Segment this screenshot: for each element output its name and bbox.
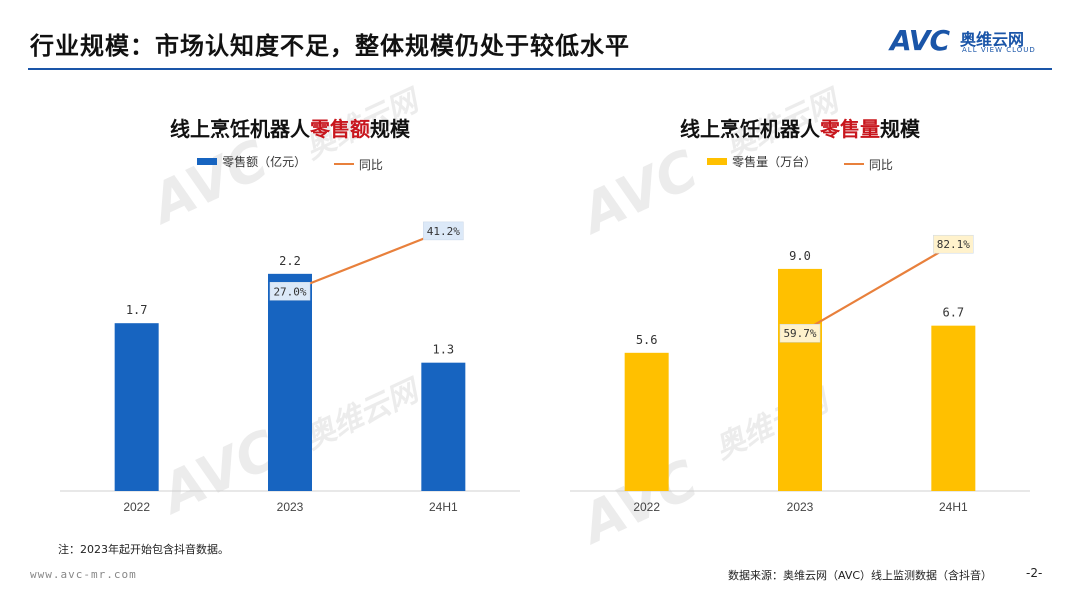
page-number: -2- xyxy=(1026,566,1043,580)
yoy-data-label: 41.2% xyxy=(427,225,460,238)
logo-mark: AVC xyxy=(890,24,950,57)
chart-title: 线上烹饪机器人零售额规模 xyxy=(170,117,410,141)
bar xyxy=(421,362,466,491)
x-tick-label: 2023 xyxy=(787,500,814,514)
bar xyxy=(931,325,976,491)
x-tick-label: 2022 xyxy=(123,500,150,514)
legend-bar-swatch xyxy=(707,158,728,165)
yoy-data-label: 59.7% xyxy=(783,327,816,340)
yoy-line xyxy=(289,229,444,293)
x-tick-label: 2023 xyxy=(277,500,304,514)
chart-legend: 零售额（亿元） 同比 xyxy=(50,153,530,173)
bar xyxy=(624,352,669,491)
yoy-data-label: 27.0% xyxy=(273,285,306,298)
chart-legend: 零售量（万台） 同比 xyxy=(560,153,1040,173)
plot-area: 5.6 2022 9.0 2023 6.7 24H1 59.7% 82.1% xyxy=(570,234,1030,514)
plot-area: 1.7 2022 2.2 2023 1.3 24H1 27.0% 41.2% xyxy=(60,221,520,514)
bar-data-label: 9.0 xyxy=(789,249,811,263)
data-source: 数据来源：奥维云网（AVC）线上监测数据（含抖音） xyxy=(728,569,993,582)
title-divider xyxy=(28,68,1052,70)
legend-bar-entry: 零售额（亿元） xyxy=(197,153,306,170)
legend-line-swatch xyxy=(843,163,864,165)
legend-line-entry: 同比 xyxy=(333,156,383,173)
yoy-label-box xyxy=(423,221,464,241)
bar-data-label: 2.2 xyxy=(279,254,301,268)
page-title: 行业规模：市场认知度不足，整体规模仍处于较低水平 xyxy=(30,32,630,60)
bar-data-label: 1.7 xyxy=(126,303,148,317)
logo-name-cn: 奥维云网 xyxy=(960,30,1025,49)
bar xyxy=(778,268,822,491)
bar-data-label: 5.6 xyxy=(636,333,658,347)
yoy-label-box xyxy=(269,282,311,301)
logo-name-en: ALL VIEW CLOUD xyxy=(962,46,1036,54)
yoy-label-box xyxy=(933,234,974,254)
bar xyxy=(114,323,159,491)
bar-data-label: 1.3 xyxy=(432,343,454,357)
yoy-label-box xyxy=(779,323,821,343)
legend-bar-entry: 零售量（万台） xyxy=(707,153,816,170)
legend-line-swatch xyxy=(333,163,354,165)
yoy-line xyxy=(799,243,954,335)
x-tick-label: 2022 xyxy=(633,500,660,514)
avc-logo: AVC 奥维云网 ALL VIEW CLOUD xyxy=(890,22,1050,62)
legend-line-entry: 同比 xyxy=(843,156,893,173)
retail-volume-chart: 线上烹饪机器人零售量规模 零售量（万台） 同比 5.6 2022 9.0 2023 6.… xyxy=(560,105,1040,525)
bar xyxy=(268,273,312,491)
yoy-data-label: 82.1% xyxy=(937,238,970,251)
footnote: 注：2023年起开始包含抖音数据。 xyxy=(58,543,229,556)
bar-data-label: 6.7 xyxy=(942,306,964,320)
legend-bar-swatch xyxy=(197,158,218,165)
retail-sales-chart: 线上烹饪机器人零售额规模 零售额（亿元） 同比 1.7 2022 2.2 2023 1.… xyxy=(50,105,530,525)
x-tick-label: 24H1 xyxy=(429,500,458,514)
x-tick-label: 24H1 xyxy=(939,500,968,514)
chart-title: 线上烹饪机器人零售量规模 xyxy=(680,117,920,141)
website-link[interactable]: www.avc-mr.com xyxy=(30,568,137,581)
